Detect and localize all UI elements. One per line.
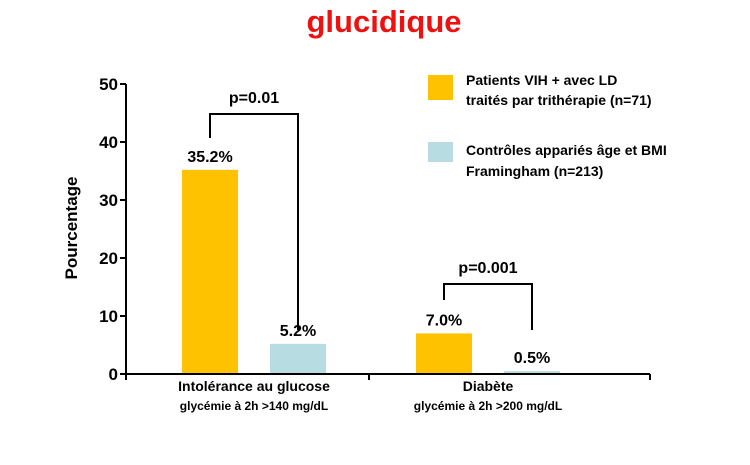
p-value-label: p=0.01 xyxy=(229,90,279,107)
y-tick-label: 20 xyxy=(99,249,118,268)
bar xyxy=(270,343,326,374)
bar-value-label: 7.0% xyxy=(426,312,462,329)
bar-value-label: 0.5% xyxy=(514,350,550,367)
significance-brackets: p=0.01 p=0.001 xyxy=(209,90,533,330)
legend: Patients VIH + avec LD traités par trith… xyxy=(428,72,667,179)
bar xyxy=(504,371,560,374)
legend-label-patients-line1: Patients VIH + avec LD xyxy=(466,72,617,88)
legend-label-controles-line2: Framingham (n=213) xyxy=(466,163,603,179)
p-value-label: p=0.001 xyxy=(458,260,517,277)
category-sublabel-glucose: glycémie à 2h >140 mg/dL xyxy=(180,399,328,413)
significance-bracket xyxy=(443,283,533,330)
category-label-glucose: Intolérance au glucose xyxy=(178,378,330,394)
legend-swatch-patients xyxy=(428,75,453,100)
bar-value-label: 5.2% xyxy=(280,323,316,340)
category-sublabel-diabete: glycémie à 2h >200 mg/dL xyxy=(414,399,562,413)
legend-label-patients-line2: traités par trithérapie (n=71) xyxy=(466,92,652,108)
y-axis-label: Pourcentage xyxy=(62,177,81,280)
y-tick-label: 0 xyxy=(109,365,118,384)
bar-value-label: 35.2% xyxy=(187,149,232,166)
legend-swatch-controles xyxy=(428,142,453,162)
chart-title: glucidique xyxy=(307,4,462,39)
y-tick-label: 50 xyxy=(99,75,118,94)
bar xyxy=(182,169,238,374)
y-tick-label: 10 xyxy=(99,307,118,326)
significance-bracket xyxy=(209,113,299,330)
bars: 35.2% 7.0% 5.2% 0.5% xyxy=(182,149,560,374)
y-tick-label: 40 xyxy=(99,133,118,152)
y-axis: 0 10 20 30 40 50 xyxy=(99,75,127,384)
bar xyxy=(416,333,472,374)
legend-label-controles-line1: Contrôles appariés âge et BMI xyxy=(466,142,667,158)
y-tick-label: 30 xyxy=(99,191,118,210)
category-label-diabete: Diabète xyxy=(463,378,514,394)
